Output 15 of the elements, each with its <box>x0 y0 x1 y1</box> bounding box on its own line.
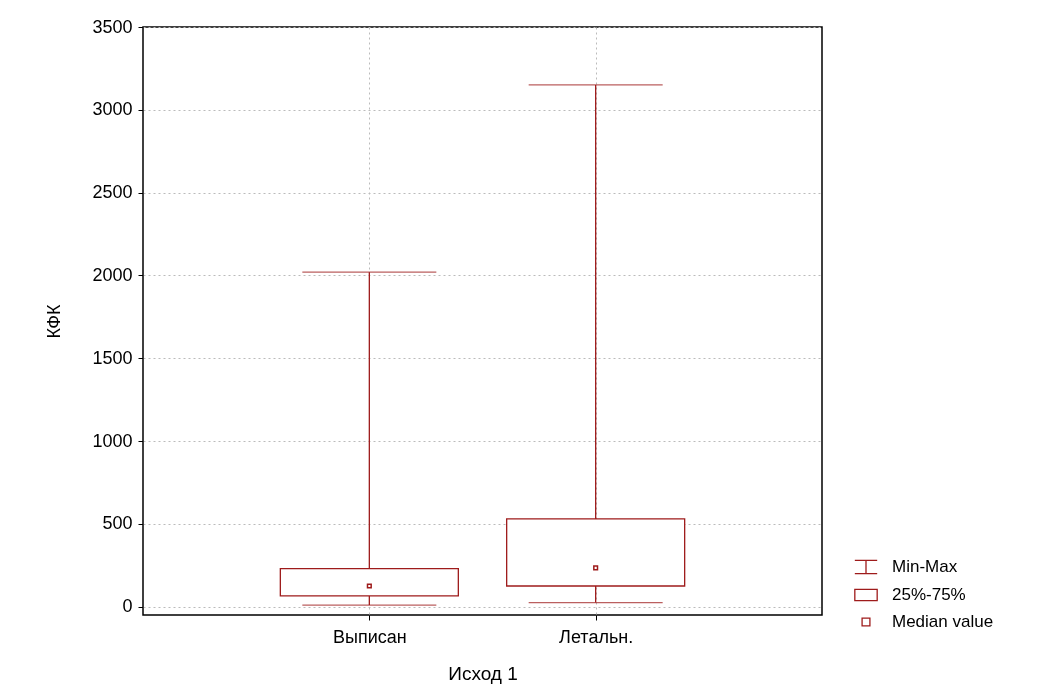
text: Median value <box>892 612 994 631</box>
text: 25%-75% <box>892 585 966 604</box>
y-tick-label: 2000 <box>92 264 133 285</box>
y-tick-label: 0 <box>122 596 133 617</box>
y-tick-label: 500 <box>102 513 133 534</box>
x-tick-label: Выписан <box>332 626 407 647</box>
y-axis-title: КФК <box>44 303 65 339</box>
y-tick-label: 2500 <box>92 182 133 203</box>
x-axis-title: Исход 1 <box>448 662 518 684</box>
x-tick-label: Летальн. <box>559 626 634 647</box>
y-tick-label: 1000 <box>92 430 133 451</box>
y-tick-label: 3000 <box>92 99 133 120</box>
y-tick-label: 1500 <box>92 347 133 368</box>
text: Min-Max <box>892 557 958 576</box>
y-tick-label: 3500 <box>92 16 133 37</box>
